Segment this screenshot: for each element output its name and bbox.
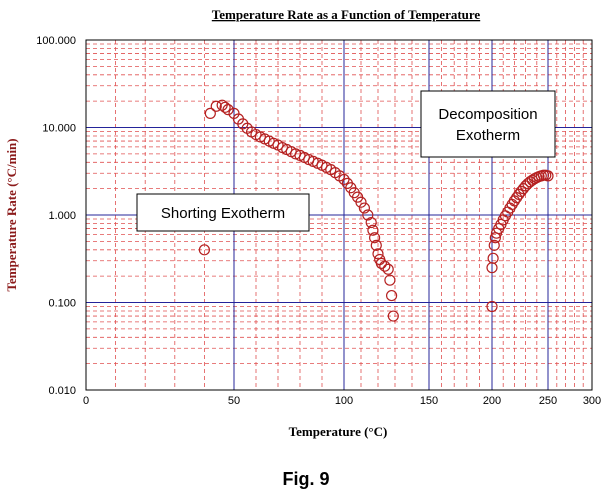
annotations: Shorting Exotherm Decomposition Exotherm [136, 90, 556, 232]
y-axis-label: Temperature Rate (°C/min) [4, 138, 19, 291]
y-tick-label: 1.000 [48, 210, 76, 222]
data-point [384, 274, 396, 286]
annotation-text: Decomposition [438, 106, 537, 123]
data-point [372, 248, 384, 260]
annotation-text: Shorting Exotherm [161, 205, 285, 222]
y-tick-labels: 0.010 0.100 1.000 10.000 100.000 [36, 35, 76, 397]
x-tick-label: 300 [583, 395, 601, 407]
data-point [198, 244, 210, 256]
data-point [487, 252, 499, 264]
data-point [358, 202, 370, 214]
data-point [367, 224, 379, 236]
data-points [198, 99, 554, 322]
x-axis-label: Temperature (°C) [289, 424, 388, 439]
figure-caption: Fig. 9 [282, 469, 329, 489]
x-tick-label: 250 [539, 395, 557, 407]
plot-frame [85, 39, 593, 391]
x-tick-label: 100 [335, 395, 353, 407]
y-tick-label: 10.000 [42, 123, 76, 135]
x-tick-label: 150 [420, 395, 438, 407]
data-point [210, 100, 222, 112]
data-point [219, 101, 231, 113]
data-point [222, 104, 234, 116]
x-tick-label: 0 [83, 395, 89, 407]
annotation-box [420, 90, 556, 158]
data-point [542, 170, 554, 182]
annotation-box [136, 193, 310, 232]
data-point [338, 173, 350, 186]
x-tick-label: 200 [483, 395, 501, 407]
data-point [369, 232, 381, 244]
data-point [486, 300, 498, 313]
data-point [379, 260, 391, 272]
x-tick-label: 50 [228, 395, 240, 407]
y-tick-label: 0.010 [48, 385, 76, 397]
data-point [488, 239, 500, 251]
data-point [370, 239, 382, 251]
annotation-text: Exotherm [456, 127, 520, 144]
y-tick-label: 100.000 [36, 35, 76, 47]
data-point [362, 209, 374, 221]
data-point [375, 257, 387, 269]
data-point [365, 216, 377, 229]
data-point [204, 107, 216, 119]
x-tick-labels: 0 50 100 150 200 250 300 [83, 395, 601, 407]
data-point [355, 196, 367, 208]
data-point [386, 289, 398, 302]
y-tick-label: 0.100 [48, 298, 76, 310]
data-point [382, 263, 394, 275]
chart-title: Temperature Rate as a Function of Temper… [212, 7, 481, 22]
data-point [387, 310, 399, 322]
